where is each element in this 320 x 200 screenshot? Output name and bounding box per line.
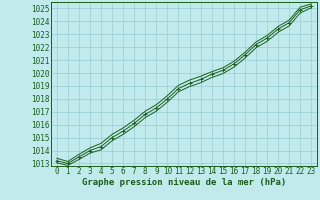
X-axis label: Graphe pression niveau de la mer (hPa): Graphe pression niveau de la mer (hPa) xyxy=(82,178,286,187)
